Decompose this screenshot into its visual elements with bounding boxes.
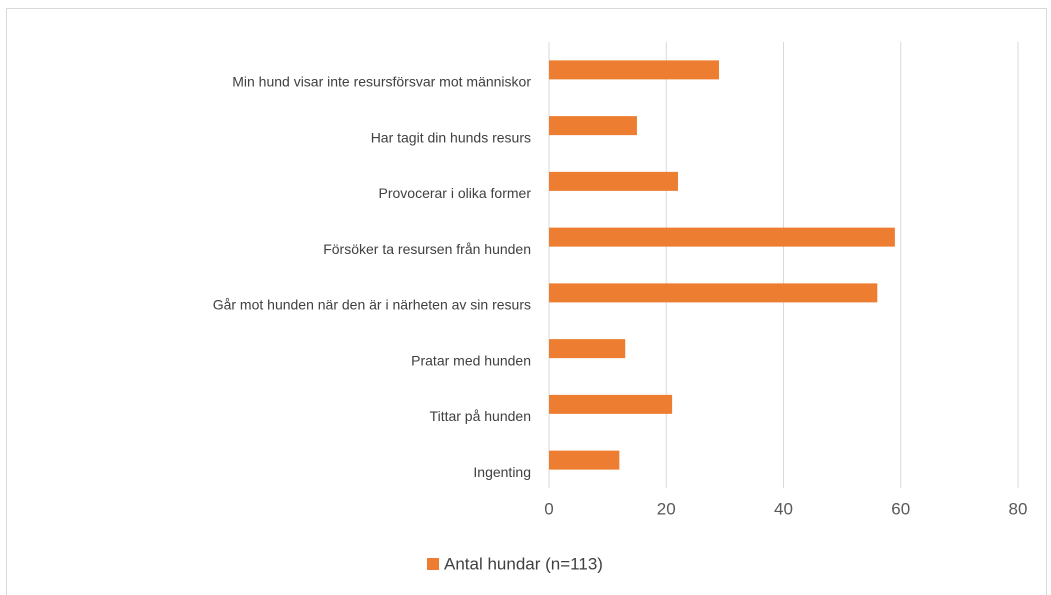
- x-tick-label: 0: [544, 499, 553, 518]
- legend-label: Antal hundar (n=113): [444, 554, 603, 573]
- bar: [549, 227, 895, 247]
- y-tick-label: Tittar på hunden: [430, 408, 531, 424]
- x-tick-label: 20: [657, 499, 676, 518]
- legend-swatch: [427, 558, 439, 570]
- y-tick-label: Ingenting: [473, 464, 531, 480]
- y-tick-label: Min hund visar inte resursförsvar mot mä…: [232, 74, 531, 90]
- bar: [549, 60, 720, 80]
- x-tick-label: 40: [774, 499, 793, 518]
- x-tick-label: 60: [891, 499, 910, 518]
- y-tick-label: Provocerar i olika former: [379, 185, 532, 201]
- y-tick-label: Försöker ta resursen från hunden: [323, 241, 531, 257]
- y-tick-label: Pratar med hunden: [411, 352, 531, 368]
- chart-frame: [6, 8, 1047, 595]
- y-tick-label: Har tagit din hunds resurs: [371, 129, 531, 145]
- bar: [549, 450, 620, 470]
- bar: [549, 171, 678, 191]
- bar: [549, 394, 673, 414]
- bar: [549, 283, 878, 303]
- x-tick-label: 80: [1009, 499, 1028, 518]
- y-tick-label: Går mot hunden när den är i närheten av …: [213, 297, 531, 313]
- bar: [549, 116, 637, 136]
- bar: [549, 339, 626, 359]
